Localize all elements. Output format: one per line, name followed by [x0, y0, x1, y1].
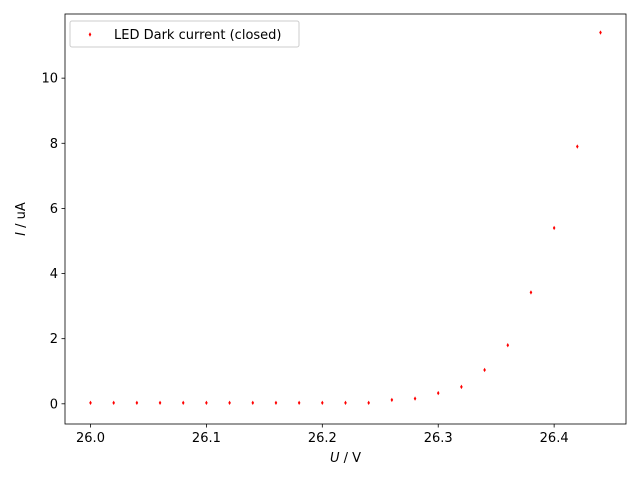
- data-point: [576, 144, 579, 149]
- data-point: [599, 30, 602, 35]
- x-tick-label: 26.0: [76, 431, 105, 446]
- data-point: [274, 400, 278, 406]
- data-point: [181, 400, 185, 406]
- x-tick-label: 26.3: [424, 431, 453, 446]
- data-point: [506, 342, 510, 348]
- data-point: [321, 400, 324, 406]
- data-point: [89, 400, 92, 406]
- y-axis-ticks: 0 2 4 6 8 10: [41, 72, 65, 412]
- legend-marker-icon: [88, 32, 92, 37]
- data-point: [297, 400, 301, 406]
- y-axis-label: I / uA: [14, 202, 29, 236]
- data-point: [158, 400, 162, 406]
- legend: LED Dark current (closed): [69, 20, 300, 48]
- data-point: [552, 225, 556, 231]
- y-tick-label: 6: [50, 202, 58, 217]
- legend-frame: [69, 20, 300, 48]
- data-point: [367, 400, 370, 406]
- data-point: [251, 400, 255, 406]
- data-points: [89, 30, 602, 406]
- y-tick-label: 2: [50, 332, 58, 347]
- x-tick-label: 26.1: [192, 431, 221, 446]
- data-point: [413, 396, 417, 401]
- y-tick-label: 10: [41, 72, 58, 87]
- data-point: [390, 397, 394, 403]
- y-tick-label: 4: [50, 267, 58, 282]
- data-point: [228, 400, 231, 406]
- x-axis-ticks: 26.0 26.1 26.2 26.3 26.4: [76, 424, 569, 446]
- data-point: [112, 400, 115, 406]
- data-point: [205, 400, 208, 406]
- data-point: [460, 384, 463, 390]
- data-point: [529, 290, 533, 295]
- data-point: [436, 390, 440, 396]
- data-point: [344, 400, 347, 406]
- x-tick-label: 26.4: [540, 431, 569, 446]
- x-tick-label: 26.2: [308, 431, 337, 446]
- data-point: [135, 400, 139, 406]
- legend-label: LED Dark current (closed): [114, 28, 282, 43]
- x-axis-label: U / V: [330, 451, 361, 466]
- data-point: [483, 367, 486, 373]
- y-tick-label: 8: [50, 137, 58, 152]
- y-tick-label: 0: [50, 397, 58, 412]
- plot-frame: [64, 13, 627, 425]
